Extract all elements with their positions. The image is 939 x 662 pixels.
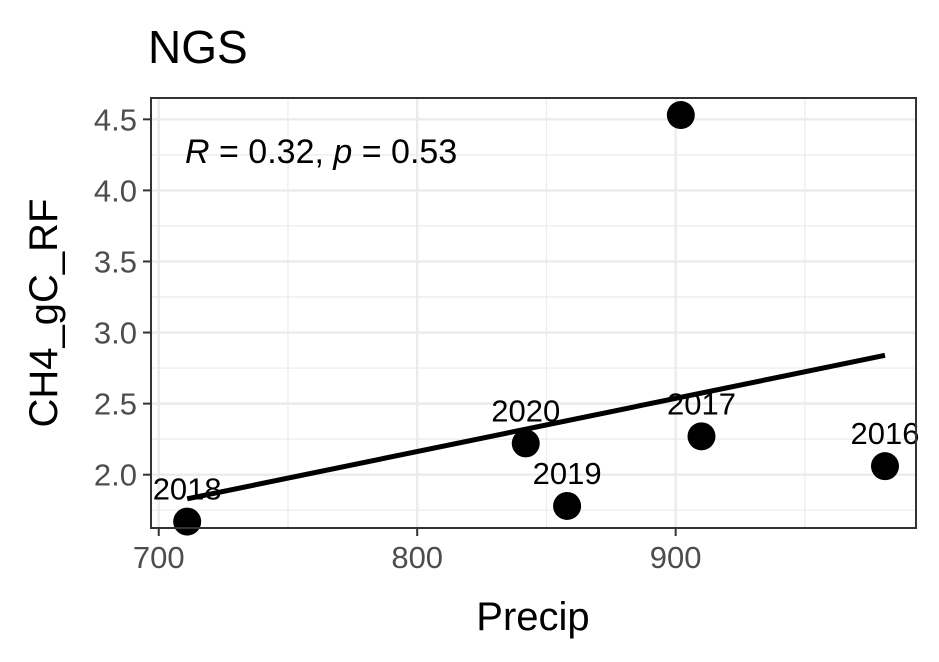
p-value: = 0.53 bbox=[352, 133, 457, 171]
plot-background bbox=[151, 98, 916, 528]
data-point bbox=[870, 452, 899, 481]
y-tick-label: 3.0 bbox=[94, 316, 137, 351]
correlation-annotation: R = 0.32, p = 0.53 bbox=[185, 133, 457, 171]
regression-line bbox=[186, 352, 886, 502]
data-point-label: 2018 bbox=[153, 472, 222, 507]
data-point bbox=[687, 422, 716, 451]
y-tick-label: 3.5 bbox=[94, 244, 137, 279]
data-point-label: 2017 bbox=[667, 386, 736, 421]
y-axis-title: CH4_gC_RF bbox=[22, 199, 66, 428]
data-point bbox=[666, 101, 695, 130]
x-tick-label: 700 bbox=[133, 540, 185, 575]
data-point bbox=[511, 429, 540, 458]
x-axis-title: Precip bbox=[476, 595, 589, 639]
data-point-label: 2019 bbox=[533, 456, 602, 491]
r-value: = 0.32, bbox=[210, 133, 334, 171]
data-point-label: 2020 bbox=[491, 393, 560, 428]
plot-border bbox=[150, 97, 917, 529]
major-gridlines bbox=[151, 98, 916, 528]
y-tick-label: 2.0 bbox=[94, 458, 137, 493]
x-tick-label: 900 bbox=[650, 540, 702, 575]
y-axis: 2.0 2.5 3.0 3.5 4.0 4.5 bbox=[94, 102, 151, 493]
r-symbol: R bbox=[185, 133, 210, 171]
regression-line-group bbox=[186, 352, 886, 502]
data-point bbox=[173, 507, 202, 536]
minor-gridlines bbox=[151, 98, 916, 528]
y-tick-label: 4.0 bbox=[94, 173, 137, 208]
chart-title: NGS bbox=[148, 21, 248, 73]
data-point bbox=[553, 491, 582, 520]
y-tick-label: 2.5 bbox=[94, 387, 137, 422]
x-axis: 700 800 900 bbox=[133, 528, 702, 575]
y-tick-label: 4.5 bbox=[94, 102, 137, 137]
x-tick-label: 800 bbox=[391, 540, 443, 575]
point-labels: 2018 2020 2019 2017 2016 bbox=[153, 386, 920, 506]
p-symbol: p bbox=[332, 133, 352, 171]
data-point-label: 2016 bbox=[851, 416, 920, 451]
